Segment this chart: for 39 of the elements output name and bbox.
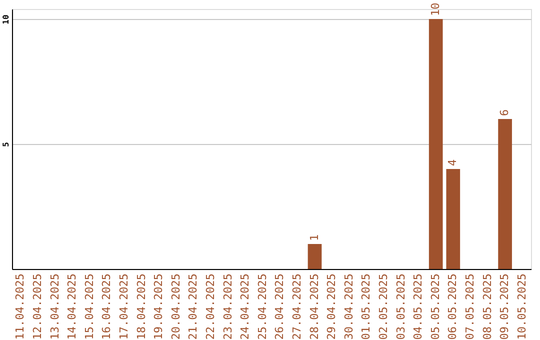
x-tick-label: 03.05.2025	[394, 274, 408, 340]
x-tick-label: 04.05.2025	[412, 274, 425, 340]
x-tick-label: 10.05.2025	[515, 274, 528, 340]
x-tick-label: 02.05.2025	[376, 274, 390, 340]
x-tick-label: 22.04.2025	[204, 274, 217, 340]
x-tick-label: 19.04.2025	[152, 274, 166, 340]
x-tick-label: 16.04.2025	[100, 274, 114, 340]
x-tick-label: 25.04.2025	[256, 274, 269, 340]
x-tick-label: 24.04.2025	[238, 274, 252, 340]
x-tick-label: 14.04.2025	[66, 274, 79, 340]
x-tick-label: 28.04.2025	[308, 274, 321, 340]
x-tick-label: 12.04.2025	[30, 274, 44, 340]
x-tick-label: 08.05.2025	[480, 274, 494, 340]
x-tick-label: 26.04.2025	[273, 274, 286, 340]
x-tick-label: 23.04.2025	[221, 274, 234, 340]
data-label: 10	[428, 2, 442, 16]
x-tick-label: 20.04.2025	[169, 274, 182, 340]
y-tick-label: 5	[2, 142, 10, 147]
data-label: 1	[308, 234, 321, 241]
x-tick-label: 21.04.2025	[186, 274, 200, 340]
x-tick-label: 05.05.2025	[428, 274, 442, 340]
bar	[498, 119, 512, 269]
x-tick-label: 30.04.2025	[342, 274, 356, 340]
x-tick-label: 07.05.2025	[463, 274, 476, 340]
x-tick-label: 18.04.2025	[134, 274, 148, 340]
x-tick-label: 27.04.2025	[290, 274, 304, 340]
x-tick-label: 01.05.2025	[360, 274, 373, 340]
x-tick-label: 17.04.2025	[117, 274, 130, 340]
x-tick-label: 29.04.2025	[325, 274, 338, 340]
bar	[308, 244, 322, 269]
x-tick-label: 15.04.2025	[82, 274, 96, 340]
x-tick-label: 11.04.2025	[14, 274, 27, 340]
data-label: 6	[498, 109, 512, 116]
bar	[428, 19, 443, 269]
data-label: 4	[446, 159, 460, 166]
bar	[446, 169, 460, 269]
x-tick-label: 06.05.2025	[446, 274, 460, 340]
x-tick-label: 13.04.2025	[48, 274, 62, 340]
x-tick-label: 09.05.2025	[498, 274, 512, 340]
